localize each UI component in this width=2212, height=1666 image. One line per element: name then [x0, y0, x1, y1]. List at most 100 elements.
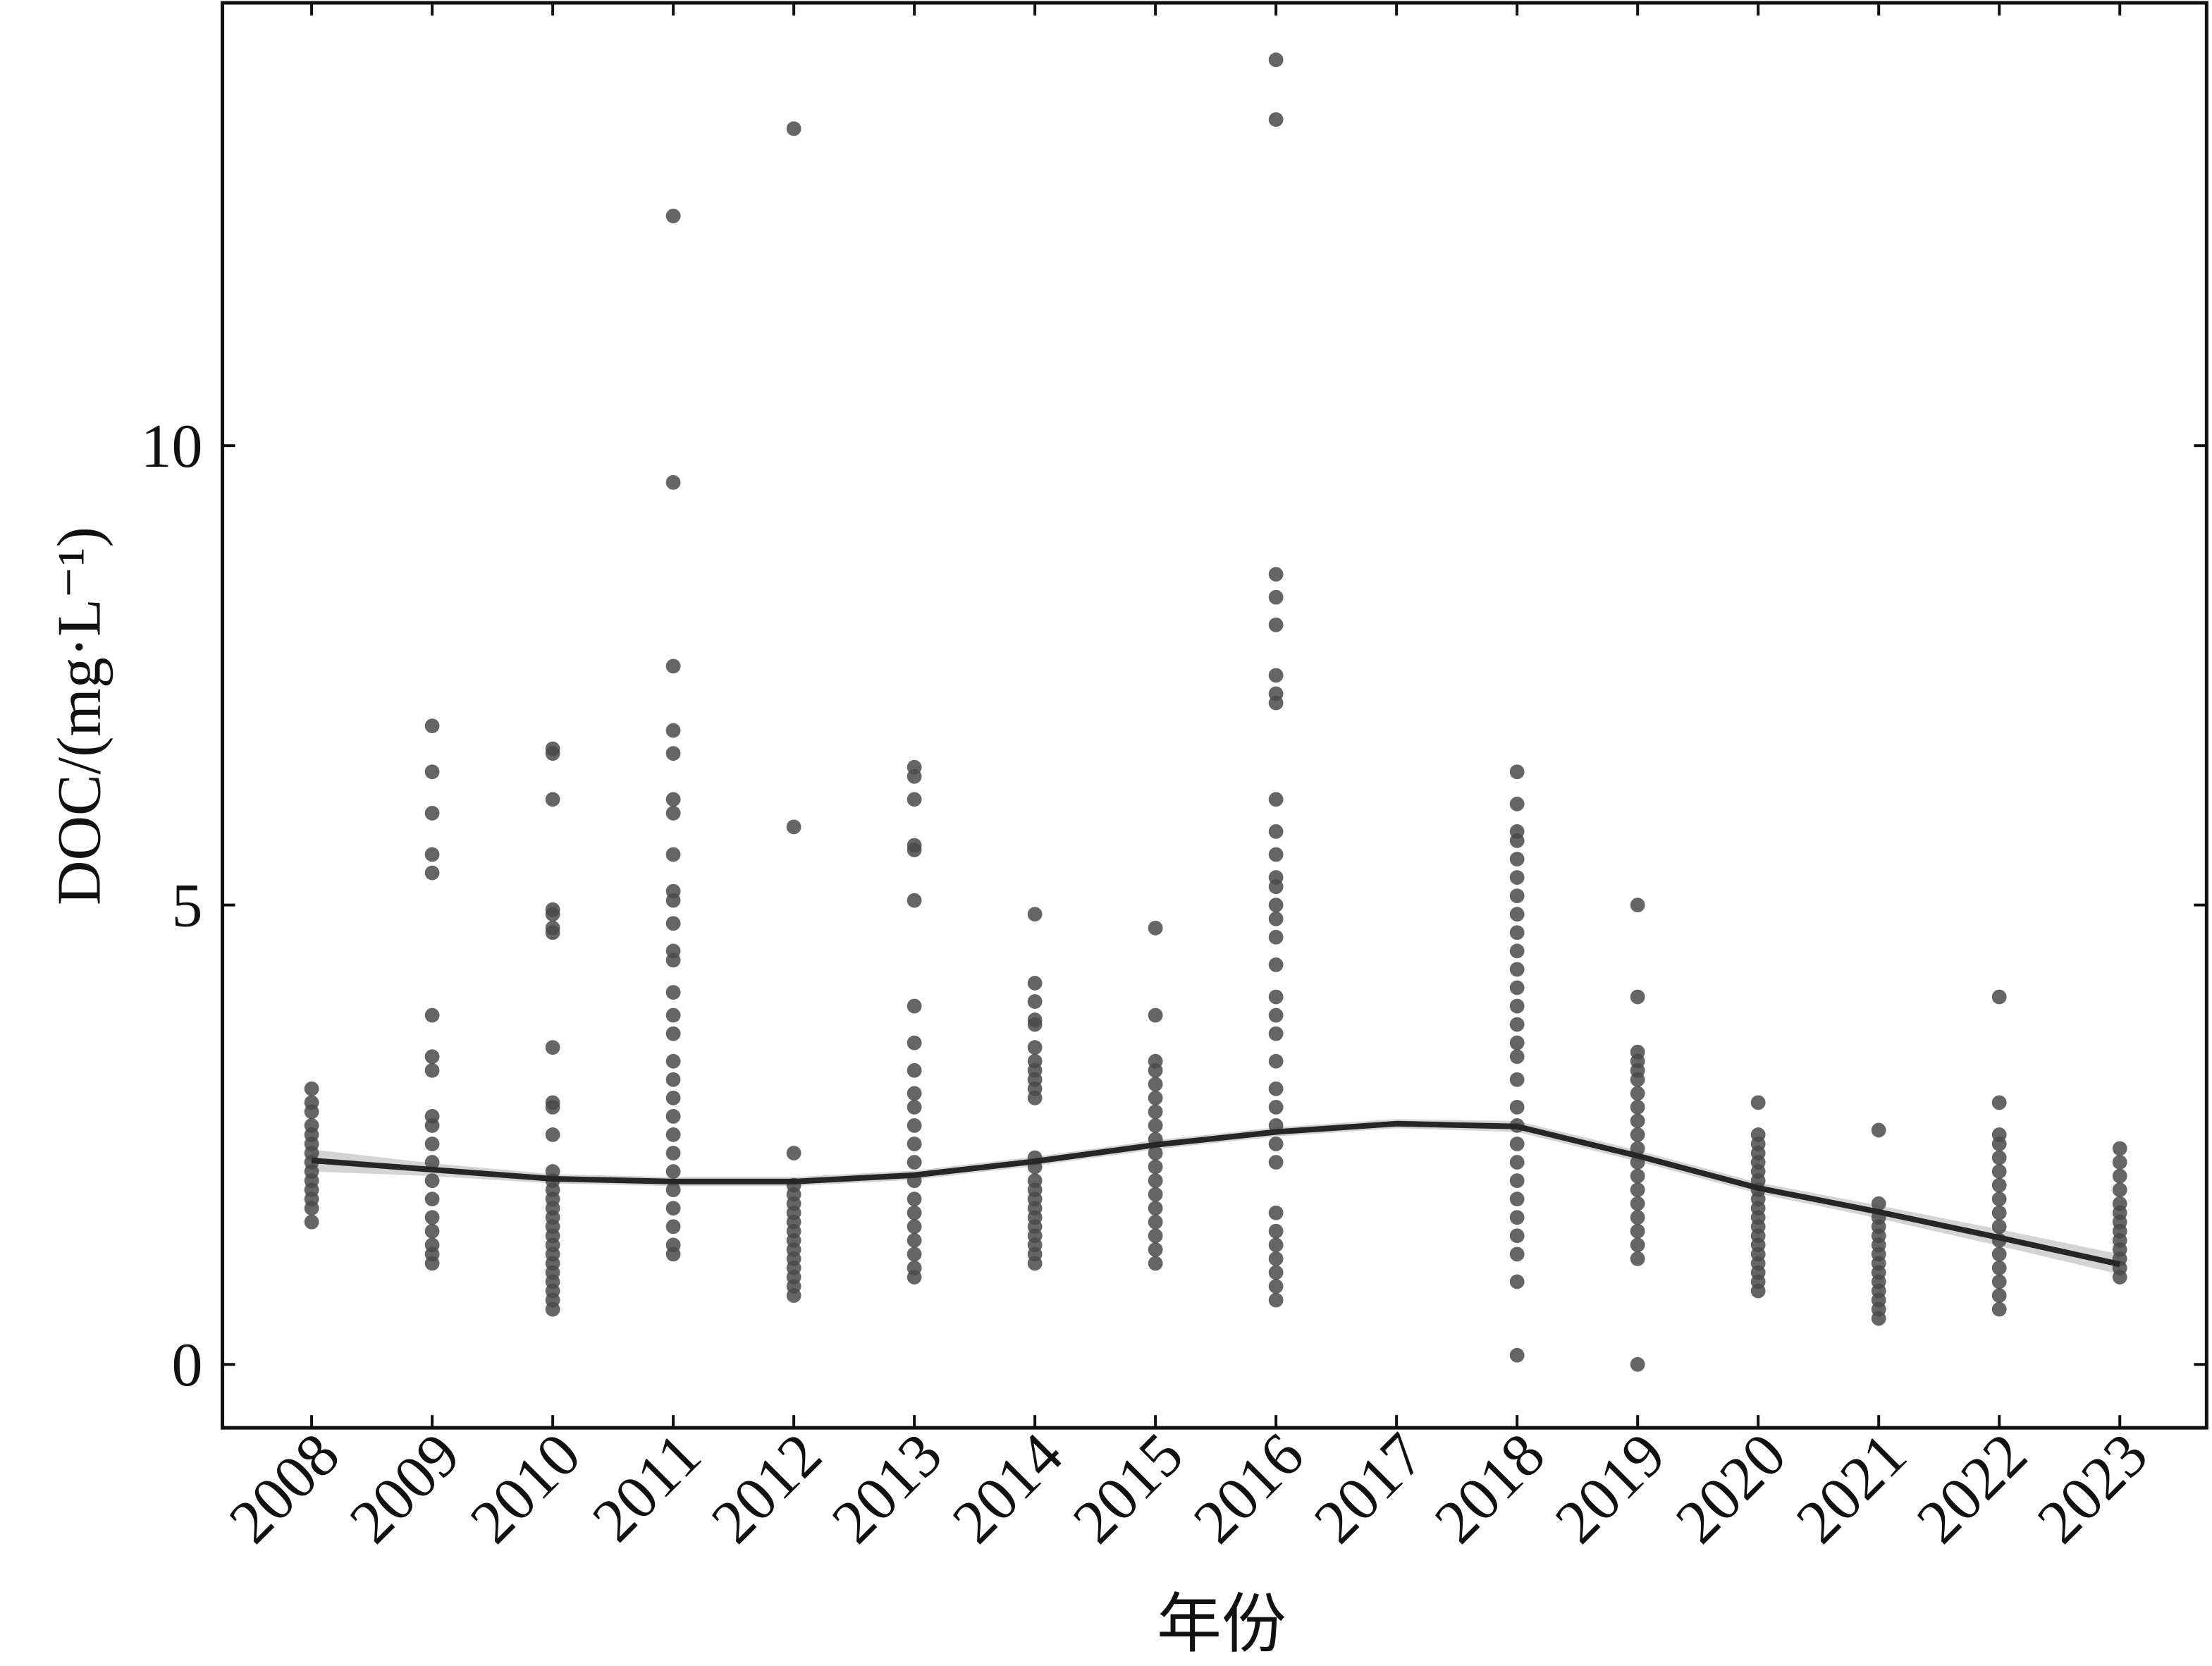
scatter-point: [424, 805, 440, 821]
scatter-point: [1509, 1155, 1525, 1170]
x-axis-label: 年份: [1157, 1588, 1286, 1660]
scatter-point: [545, 1127, 560, 1142]
scatter-point: [1509, 1347, 1525, 1363]
scatter-point: [424, 865, 440, 881]
scatter-point: [1148, 1146, 1163, 1160]
scatter-point: [1991, 1261, 2007, 1275]
scatter-point: [1148, 1228, 1163, 1244]
scatter-point: [1027, 1053, 1043, 1069]
scatter-point: [424, 1007, 440, 1023]
scatter-point: [1630, 1099, 1645, 1115]
scatter-point: [1630, 1127, 1645, 1142]
scatter-point: [1148, 1007, 1163, 1023]
scatter-point: [1509, 962, 1525, 977]
scatter-point: [424, 1237, 440, 1253]
x-tick-label: 2014: [940, 1421, 1076, 1557]
scatter-point: [907, 1247, 922, 1262]
scatter-point: [1148, 1159, 1163, 1175]
scatter-point: [1509, 925, 1525, 941]
scatter-point: [665, 1108, 681, 1124]
scatter-point: [1509, 943, 1525, 959]
scatter-point: [1268, 1137, 1284, 1151]
scatter-point: [1509, 852, 1525, 866]
scatter-point: [1268, 957, 1284, 972]
scatter-point: [907, 1035, 922, 1051]
scatter-point: [1268, 824, 1284, 839]
scatter-point: [907, 1137, 922, 1151]
scatter-point: [665, 1201, 681, 1216]
scatter-point: [1509, 764, 1525, 780]
x-tick-label: 2022: [1904, 1421, 2040, 1557]
scatter-point: [907, 1261, 922, 1275]
scatter-point: [1630, 1182, 1645, 1198]
scatter-point: [665, 792, 681, 807]
scatter-point: [545, 741, 560, 757]
scatter-point: [1148, 1090, 1163, 1105]
confidence-band: [312, 1119, 2120, 1275]
scatter-point: [1148, 1201, 1163, 1216]
x-tick-label: 2018: [1422, 1421, 1558, 1557]
scatter-point: [907, 1205, 922, 1220]
x-tick-label: 2013: [819, 1421, 955, 1557]
scatter-point: [1991, 1219, 2007, 1235]
scatter-point: [786, 1146, 801, 1160]
scatter-point: [424, 847, 440, 862]
scatter-point: [665, 723, 681, 738]
scatter-point: [424, 1049, 440, 1065]
scatter-point: [2112, 1182, 2127, 1198]
x-tick-label: 2016: [1181, 1421, 1317, 1557]
trend-line: [311, 1120, 2121, 1268]
scatter-point: [907, 1099, 922, 1115]
scatter-point: [1268, 1007, 1284, 1023]
scatter-point: [424, 1192, 440, 1207]
scatter-point: [665, 1146, 681, 1160]
scatter-point: [786, 819, 801, 835]
x-tick-label: 2012: [699, 1421, 835, 1557]
scatter-point: [1991, 989, 2007, 1005]
scatter-point: [424, 1173, 440, 1188]
scatter-point: [1750, 1127, 1766, 1142]
scatter-point: [665, 847, 681, 862]
scatter-point: [1509, 980, 1525, 996]
scatter-point: [1027, 976, 1043, 991]
x-tick-label: 2020: [1663, 1421, 1799, 1557]
scatter-point: [1148, 1242, 1163, 1257]
scatter-point: [1509, 1137, 1525, 1151]
scatter-point: [1268, 1099, 1284, 1115]
scatter-point: [1027, 994, 1043, 1009]
scatter-point: [1268, 1292, 1284, 1308]
scatter-point: [1268, 1081, 1284, 1096]
scatter-point: [1027, 1173, 1043, 1188]
scatter-point: [1268, 1155, 1284, 1170]
scatter-point: [665, 985, 681, 1000]
scatter-point: [1148, 1256, 1163, 1271]
scatter-point: [1148, 920, 1163, 936]
scatter-point: [1509, 870, 1525, 885]
scatter-point: [907, 1219, 922, 1235]
scatter-point: [1268, 112, 1284, 127]
scatter-point: [1509, 1274, 1525, 1290]
scatter-point: [1148, 1214, 1163, 1230]
scatter-point: [907, 998, 922, 1014]
scatter-point: [1509, 1049, 1525, 1065]
scatter-point: [907, 1086, 922, 1101]
scatter-point: [907, 759, 922, 775]
scatter-point: [1268, 1265, 1284, 1280]
scatter-point: [1630, 1237, 1645, 1253]
scatter-point: [1148, 1187, 1163, 1202]
scatter-point: [1509, 1099, 1525, 1115]
scatter-point: [665, 1237, 681, 1253]
scatter-point: [424, 1223, 440, 1239]
scatter-point: [1991, 1177, 2007, 1193]
scatter-point: [1268, 589, 1284, 605]
scatter-point: [1509, 1035, 1525, 1051]
scatter-point: [1630, 1210, 1645, 1225]
scatter-point: [1991, 1301, 2007, 1317]
scatter-point: [907, 1155, 922, 1170]
scatter-point: [1268, 1223, 1284, 1239]
scatter-point: [665, 1026, 681, 1041]
scatter-point: [424, 718, 440, 733]
scatter-point: [907, 893, 922, 908]
scatter-point: [545, 1164, 560, 1179]
scatter-point: [907, 792, 922, 807]
